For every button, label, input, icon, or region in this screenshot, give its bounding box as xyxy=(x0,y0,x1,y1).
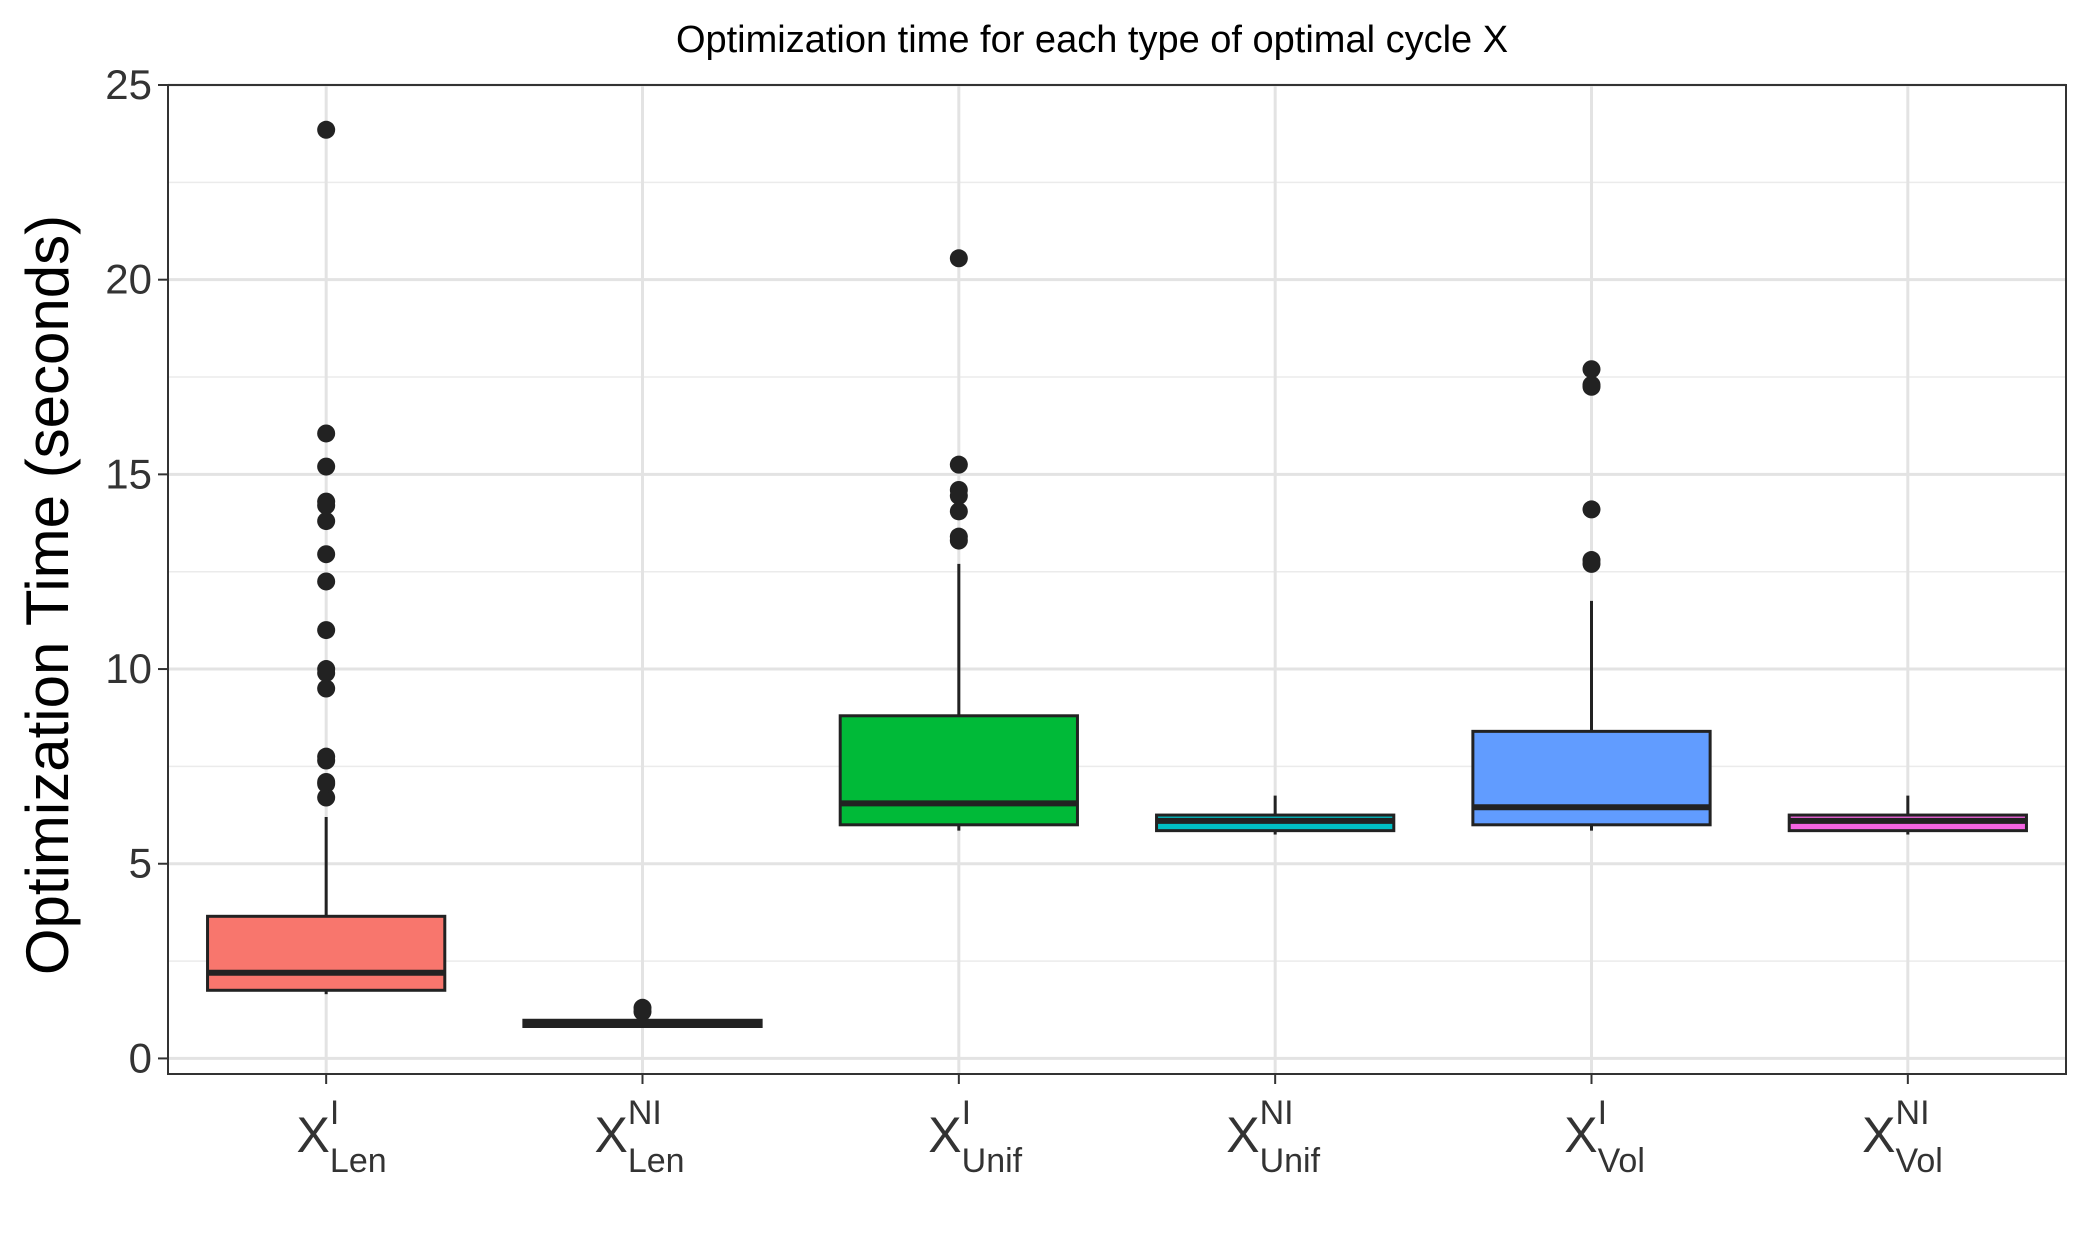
outlier-point xyxy=(317,772,336,791)
box-2 xyxy=(838,249,1079,831)
y-tick-label: 0 xyxy=(129,1034,152,1081)
outlier-point xyxy=(317,572,336,591)
y-axis-label: Optimization Time (seconds) xyxy=(14,215,81,975)
outlier-point xyxy=(317,545,336,564)
outlier-point xyxy=(317,660,336,679)
box-0 xyxy=(206,120,447,995)
outlier-point xyxy=(949,480,968,499)
box-iqr xyxy=(838,714,1079,827)
outlier-point xyxy=(949,502,968,521)
outlier-point xyxy=(1582,375,1601,394)
y-tick-label: 15 xyxy=(105,450,152,497)
x-tick-label: XI Len xyxy=(297,1094,387,1180)
outlier-point xyxy=(317,424,336,443)
outlier-point xyxy=(317,457,336,476)
chart-title: Optimization time for each type of optim… xyxy=(676,19,1508,61)
box-iqr xyxy=(1471,729,1712,827)
outlier-point xyxy=(317,621,336,640)
axes-layer: 0 5 10 15 20 25 XI Len XNI Len XI Unif XNI Unif XI Vol X… xyxy=(105,61,1943,1180)
boxes-layer xyxy=(206,120,2028,1028)
outlier-point xyxy=(317,120,336,139)
x-tick-label: XNI Unif xyxy=(1226,1094,1320,1180)
box-1 xyxy=(522,998,763,1028)
outlier-point xyxy=(317,492,336,511)
y-tick-label: 25 xyxy=(105,61,152,108)
box-4 xyxy=(1471,360,1712,831)
outlier-point xyxy=(317,679,336,698)
outlier-point xyxy=(1582,360,1601,379)
outlier-point xyxy=(949,455,968,474)
outlier-point xyxy=(317,788,336,807)
box-5 xyxy=(1787,795,2028,835)
outlier-point xyxy=(949,527,968,546)
plot-panel-border xyxy=(167,84,2067,1075)
grid-lines xyxy=(168,83,2066,1074)
outlier-point xyxy=(1582,500,1601,519)
box-iqr xyxy=(206,914,447,992)
x-tick-label: XNI Vol xyxy=(1862,1094,1943,1180)
y-tick-label: 10 xyxy=(105,645,152,692)
outlier-point xyxy=(633,998,652,1017)
y-tick-label: 20 xyxy=(105,256,152,303)
x-tick-label: XI Vol xyxy=(1564,1094,1645,1180)
y-tick-label: 5 xyxy=(129,840,152,887)
outlier-point xyxy=(317,747,336,766)
outlier-point xyxy=(1582,551,1601,570)
box-3 xyxy=(1155,795,1396,835)
outlier-point xyxy=(949,249,968,268)
x-tick-label: XI Unif xyxy=(928,1094,1022,1180)
outlier-point xyxy=(317,512,336,531)
x-tick-label: XNI Len xyxy=(594,1094,684,1180)
